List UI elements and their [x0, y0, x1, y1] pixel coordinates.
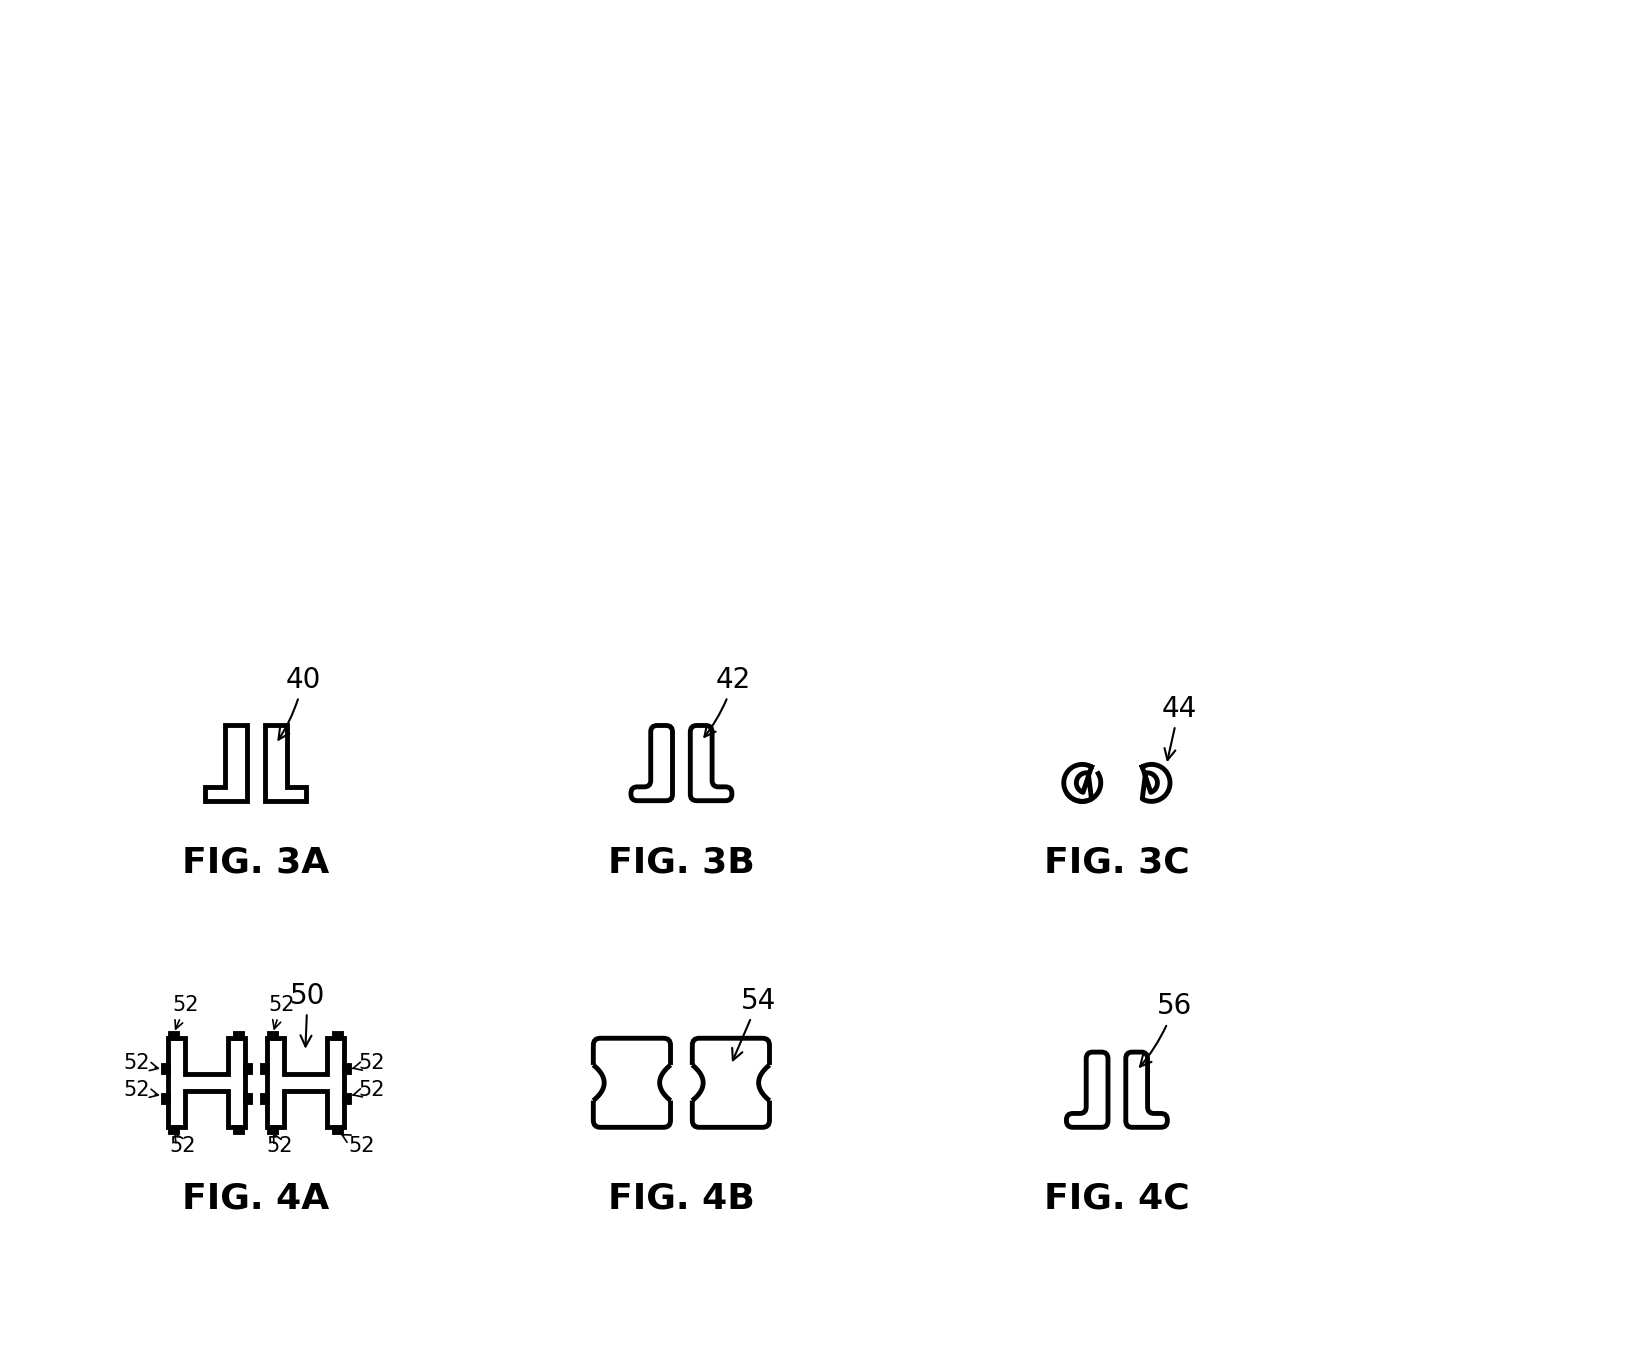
Text: 52: 52	[353, 1080, 386, 1101]
Text: 52: 52	[268, 995, 296, 1029]
PathPatch shape	[593, 1038, 670, 1128]
Text: FIG. 4B: FIG. 4B	[608, 1182, 755, 1215]
Text: 54: 54	[732, 987, 776, 1060]
PathPatch shape	[690, 726, 732, 800]
PathPatch shape	[631, 726, 673, 800]
PathPatch shape	[693, 1038, 770, 1128]
Text: 52: 52	[342, 1134, 376, 1156]
PathPatch shape	[1067, 1052, 1108, 1128]
Polygon shape	[1064, 764, 1092, 802]
Text: 42: 42	[704, 667, 752, 737]
Text: 50: 50	[289, 982, 325, 1046]
Text: FIG. 4A: FIG. 4A	[183, 1182, 330, 1215]
Text: 52: 52	[123, 1053, 158, 1073]
Text: 56: 56	[1141, 992, 1191, 1067]
PathPatch shape	[1126, 1052, 1167, 1128]
Text: 52: 52	[173, 995, 199, 1029]
Text: FIG. 3A: FIG. 3A	[183, 845, 330, 879]
Text: 52: 52	[170, 1133, 196, 1156]
Text: 52: 52	[123, 1080, 158, 1101]
Text: FIG. 4C: FIG. 4C	[1044, 1182, 1190, 1215]
Text: 44: 44	[1162, 695, 1196, 760]
Text: 52: 52	[353, 1053, 386, 1073]
Polygon shape	[1142, 764, 1170, 802]
Text: 52: 52	[266, 1133, 292, 1156]
Text: FIG. 3B: FIG. 3B	[608, 845, 755, 879]
Text: 40: 40	[278, 667, 320, 740]
Text: FIG. 3C: FIG. 3C	[1044, 845, 1190, 879]
